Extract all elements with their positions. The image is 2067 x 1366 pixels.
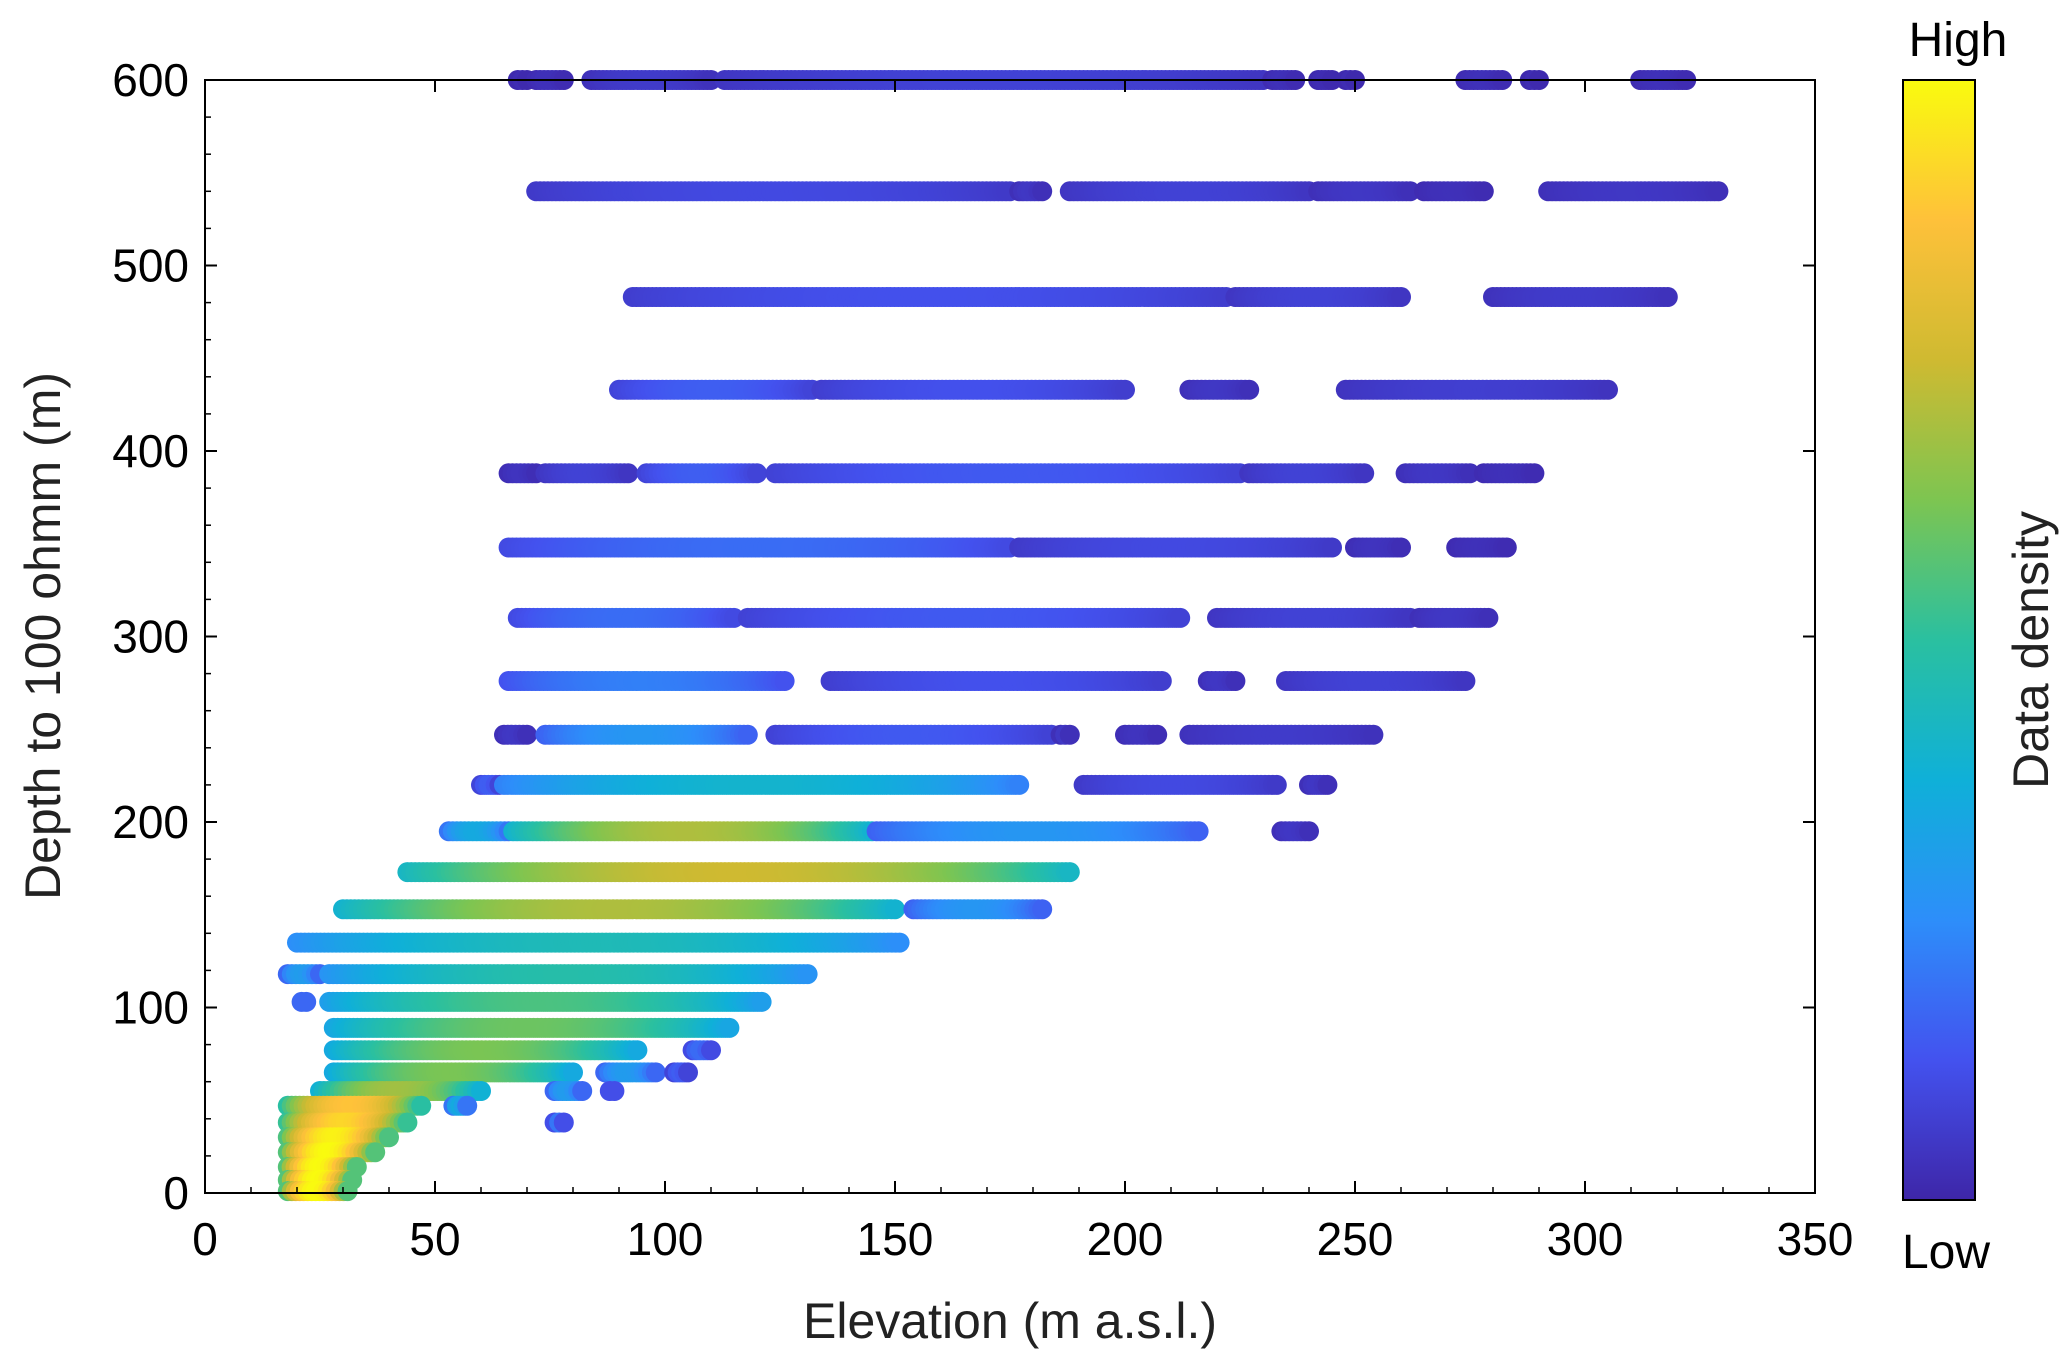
data-point <box>1391 287 1411 307</box>
data-point <box>1363 724 1384 745</box>
x-axis-label: Elevation (m a.s.l.) <box>803 1293 1217 1349</box>
x-tick-label: 350 <box>1777 1213 1854 1265</box>
data-point <box>751 991 772 1012</box>
data-point <box>471 1081 491 1101</box>
data-point <box>701 1040 721 1061</box>
data-point <box>1657 287 1678 307</box>
y-axis: 0 100 200 300 400 500 600 <box>112 54 1815 1219</box>
y-tick-label: 200 <box>112 796 189 848</box>
data-point <box>1460 463 1480 484</box>
colorbar <box>1902 79 1976 1201</box>
data-point <box>397 1112 418 1133</box>
data-point <box>337 1181 358 1202</box>
x-tick-label: 0 <box>192 1213 218 1265</box>
data-point <box>1299 821 1319 842</box>
data-point <box>1708 181 1729 202</box>
data-point <box>1322 537 1342 558</box>
x-tick-label: 100 <box>627 1213 704 1265</box>
y-tick-label: 100 <box>112 982 189 1034</box>
data-point <box>1354 463 1375 484</box>
data-point <box>1478 607 1499 628</box>
data-point <box>1059 862 1080 883</box>
y-axis-label: Depth to 100 ohmm (m) <box>15 372 71 900</box>
data-point <box>1317 774 1338 795</box>
colorbar-title: Data density <box>2003 511 2059 789</box>
colorbar-high-label: High <box>1909 14 2008 67</box>
data-point <box>797 964 818 985</box>
y-tick-label: 300 <box>112 611 189 663</box>
data-point <box>1115 379 1135 400</box>
data-point <box>618 463 639 484</box>
data-point <box>553 1112 574 1133</box>
data-point <box>1059 724 1080 745</box>
x-tick-label: 300 <box>1547 1213 1624 1265</box>
data-point <box>563 1062 583 1083</box>
y-tick-label: 600 <box>112 54 189 106</box>
y-tick-label: 400 <box>112 425 189 477</box>
x-tick-label: 250 <box>1317 1213 1394 1265</box>
data-point <box>627 1040 648 1061</box>
colorbar-low-label: Low <box>1902 1226 1990 1279</box>
data-point <box>296 991 317 1012</box>
data-point <box>1455 671 1476 691</box>
data-point <box>1170 607 1191 628</box>
x-tick-label: 150 <box>857 1213 934 1265</box>
x-tick-label: 50 <box>409 1213 460 1265</box>
x-axis: 0 50 100 150 200 250 300 350 <box>192 80 1853 1265</box>
data-point <box>1400 181 1421 202</box>
data-point <box>1147 724 1168 745</box>
data-point <box>365 1142 386 1163</box>
data-point <box>411 1095 432 1116</box>
data-point <box>1391 537 1411 558</box>
data-point <box>1239 379 1260 400</box>
data-points <box>277 70 1729 1202</box>
data-point <box>645 1062 666 1083</box>
data-point <box>1496 537 1517 558</box>
data-point <box>885 899 905 920</box>
data-point <box>457 1095 478 1116</box>
data-point <box>774 671 795 691</box>
data-point <box>572 1081 593 1101</box>
data-point <box>719 1017 740 1038</box>
data-point <box>1009 774 1030 795</box>
data-point <box>724 607 744 628</box>
data-point <box>737 724 758 745</box>
data-point <box>1032 181 1053 202</box>
data-point <box>1473 181 1494 202</box>
data-point <box>1188 821 1209 842</box>
data-point <box>1225 671 1246 691</box>
data-point <box>1032 899 1053 920</box>
data-point <box>604 1081 625 1101</box>
data-point <box>889 932 910 953</box>
y-tick-label: 0 <box>163 1167 189 1219</box>
y-tick-label: 500 <box>112 240 189 292</box>
data-point <box>1151 671 1172 691</box>
data-point <box>678 1062 698 1083</box>
data-point <box>1524 463 1545 484</box>
data-point <box>517 724 537 745</box>
data-point <box>1266 774 1287 795</box>
data-point <box>747 463 767 484</box>
data-point <box>379 1127 399 1148</box>
x-tick-label: 200 <box>1087 1213 1164 1265</box>
data-point <box>1598 379 1618 400</box>
